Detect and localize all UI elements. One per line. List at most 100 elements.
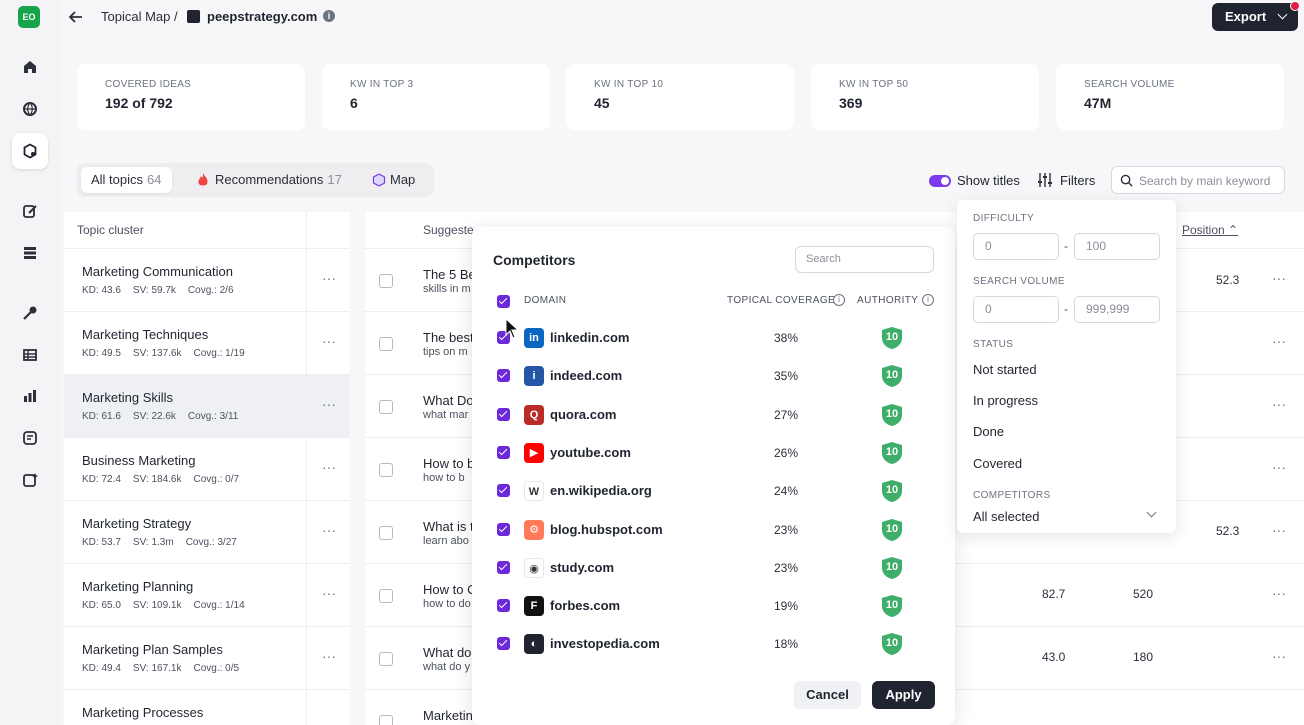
row-checkbox[interactable] <box>379 400 393 414</box>
workspace-logo[interactable]: EO <box>18 6 40 28</box>
table-row[interactable]: Marketing Techniques KD: 49.5 SV: 137.6k C… <box>64 311 350 374</box>
difficulty-max-input[interactable]: 100 <box>1074 233 1160 260</box>
home-icon[interactable] <box>17 54 43 80</box>
competitor-checkbox[interactable] <box>497 445 510 459</box>
row-menu-button[interactable]: ··· <box>322 459 336 475</box>
difficulty-min-input[interactable]: 0 <box>973 233 1059 260</box>
row-menu-button[interactable]: ··· <box>1272 522 1286 538</box>
stat-card-kw-top3: KW IN TOP 3 6 <box>322 64 550 130</box>
row-subtitle: how to b <box>423 472 465 484</box>
status-option-not-started[interactable]: Not started <box>973 362 1037 377</box>
competitor-domain: study.com <box>550 559 615 575</box>
row-menu-button[interactable]: ··· <box>1272 396 1286 412</box>
key-icon[interactable] <box>17 300 43 326</box>
row-title: What do <box>423 645 472 660</box>
competitor-domain: en.wikipedia.org <box>550 483 652 499</box>
row-checkbox[interactable] <box>379 337 393 351</box>
row-menu-button[interactable]: ··· <box>1272 333 1286 349</box>
apply-button[interactable]: Apply <box>872 681 935 709</box>
edit-document-icon[interactable] <box>17 198 43 224</box>
row-menu-button[interactable]: ··· <box>1272 459 1286 475</box>
row-menu-button[interactable]: ··· <box>322 648 336 664</box>
competitor-checkbox[interactable] <box>497 369 510 383</box>
chevron-down-icon[interactable] <box>1146 507 1157 518</box>
row-menu-button[interactable]: ··· <box>1272 585 1286 601</box>
column-header-position[interactable]: Position ⌃ <box>1182 223 1239 237</box>
row-checkbox[interactable] <box>379 715 393 725</box>
tab-label: All topics <box>91 172 144 187</box>
table-row-selected[interactable]: Marketing Skills KD: 61.6 SV: 22.6k Covg.:… <box>64 374 350 437</box>
table-row[interactable]: Marketing Planning KD: 65.0 SV: 109.1k Cov… <box>64 563 350 626</box>
search-volume-max-input[interactable]: 999,999 <box>1074 296 1160 323</box>
cluster-meta: KD: 49.5 SV: 137.6k Covg.: 1/19 <box>82 348 257 359</box>
competitor-domain: blog.hubspot.com <box>550 521 663 537</box>
breadcrumb-title[interactable]: Topical Map / <box>101 9 178 24</box>
tab-all-topics[interactable]: All topics 64 <box>81 167 172 193</box>
bar-chart-icon[interactable] <box>17 383 43 409</box>
coverage-value: 27% <box>774 407 799 422</box>
stat-label: SEARCH VOLUME <box>1084 79 1175 90</box>
table-row[interactable]: Marketing Plan Samples KD: 49.4 SV: 167.1… <box>64 626 350 689</box>
coverage-value: 26% <box>774 445 799 460</box>
back-arrow-icon[interactable] <box>67 8 85 26</box>
content-icon[interactable] <box>17 425 43 451</box>
row-checkbox[interactable] <box>379 274 393 288</box>
row-checkbox[interactable] <box>379 526 393 540</box>
competitor-checkbox[interactable] <box>497 522 510 536</box>
authority-value: 10 <box>885 637 899 650</box>
export-button[interactable]: Export <box>1212 3 1298 31</box>
competitors-select[interactable]: All selected <box>973 509 1040 524</box>
row-menu-button[interactable]: ··· <box>322 270 336 286</box>
globe-icon[interactable] <box>17 96 43 122</box>
select-all-checkbox[interactable] <box>497 295 510 308</box>
info-icon[interactable]: i <box>922 294 934 306</box>
row-checkbox[interactable] <box>379 589 393 603</box>
competitors-label: COMPETITORS <box>973 490 1051 501</box>
show-titles-toggle[interactable] <box>929 175 951 187</box>
table-row[interactable]: Marketing Communication KD: 43.6 SV: 59.7… <box>64 248 350 311</box>
competitor-checkbox[interactable] <box>497 560 510 574</box>
authority-value: 10 <box>885 522 899 535</box>
tab-map[interactable]: Map <box>362 167 425 193</box>
topical-map-icon[interactable] <box>12 133 48 169</box>
ai-writer-icon[interactable] <box>17 467 43 493</box>
tab-recommendations[interactable]: Recommendations 17 <box>189 167 352 193</box>
row-menu-button[interactable]: ··· <box>322 333 336 349</box>
authority-shield-icon: 10 <box>881 364 903 388</box>
row-menu-button[interactable]: ··· <box>322 396 336 412</box>
coverage-value: 19% <box>774 599 799 614</box>
search-volume-min-input[interactable]: 0 <box>973 296 1059 323</box>
row-subtitle: what mar <box>423 409 469 421</box>
info-icon[interactable]: i <box>833 294 845 306</box>
table-row[interactable]: Business Marketing KD: 72.4 SV: 184.6k Cov… <box>64 437 350 500</box>
status-option-in-progress[interactable]: In progress <box>973 393 1039 408</box>
row-menu-button[interactable]: ··· <box>1272 648 1286 664</box>
row-subtitle: tips on m <box>423 346 468 358</box>
filters-icon[interactable] <box>1037 173 1053 187</box>
status-option-covered[interactable]: Covered <box>973 456 1023 471</box>
breadcrumb-domain: peepstrategy.com <box>207 9 318 24</box>
competitor-checkbox[interactable] <box>497 599 510 613</box>
row-menu-button[interactable]: ··· <box>322 522 336 538</box>
cluster-name: Marketing Skills <box>82 390 174 405</box>
notification-dot <box>1290 1 1300 11</box>
keyword-search-input[interactable]: Search by main keyword <box>1111 166 1285 194</box>
competitor-search-input[interactable]: Search <box>795 246 934 273</box>
sv-value: SV: 109.1k <box>132 600 182 611</box>
row-checkbox[interactable] <box>379 652 393 666</box>
show-titles-label[interactable]: Show titles <box>957 173 1020 188</box>
row-menu-button[interactable]: ··· <box>322 585 336 601</box>
table-row[interactable]: Marketing Processes <box>64 689 350 725</box>
status-option-done[interactable]: Done <box>973 424 1005 439</box>
competitor-checkbox[interactable] <box>497 407 510 421</box>
table-row[interactable]: Marketing Strategy KD: 53.7 SV: 1.3m Covg.… <box>64 500 350 563</box>
row-checkbox[interactable] <box>379 463 393 477</box>
table-icon[interactable] <box>17 342 43 368</box>
cancel-button[interactable]: Cancel <box>794 681 861 709</box>
database-icon[interactable] <box>17 240 43 266</box>
row-menu-button[interactable]: ··· <box>1272 270 1286 286</box>
filters-button[interactable]: Filters <box>1060 173 1096 188</box>
competitor-checkbox[interactable] <box>497 484 510 498</box>
competitor-checkbox[interactable] <box>497 637 510 651</box>
info-icon[interactable]: i <box>323 10 335 22</box>
